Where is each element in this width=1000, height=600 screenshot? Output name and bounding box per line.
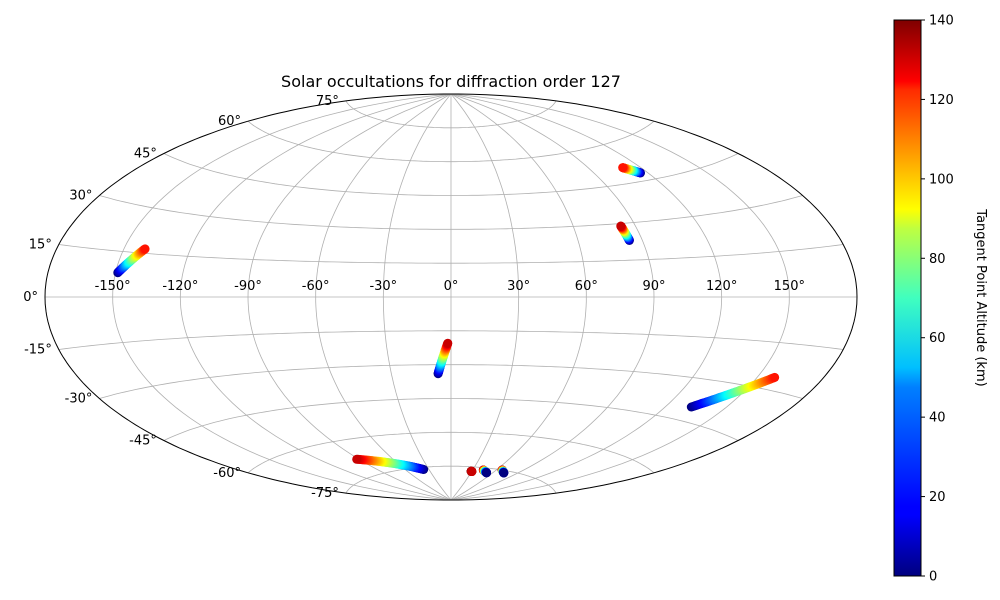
parallel-line xyxy=(345,100,557,129)
occultation-point xyxy=(443,338,453,348)
parallel-line xyxy=(163,398,739,441)
latitude-tick-label: 15° xyxy=(29,237,52,252)
longitude-tick-label: -90° xyxy=(234,279,262,294)
map-gridlines xyxy=(45,93,857,501)
latitude-tick-label: 75° xyxy=(316,94,339,109)
parallel-line xyxy=(58,330,844,350)
colorbar-tick-label: 20 xyxy=(929,490,946,505)
longitude-tick-label: 150° xyxy=(774,279,805,294)
occultation-point xyxy=(499,468,509,478)
longitude-tick-label: 120° xyxy=(706,279,737,294)
occultation-points xyxy=(113,163,780,478)
colorbar-gradient xyxy=(893,19,922,577)
colorbar-tick-label: 140 xyxy=(929,14,954,29)
occultation-point xyxy=(770,372,780,382)
parallel-line xyxy=(58,244,844,264)
occultation-point xyxy=(482,468,492,478)
parallel-line xyxy=(345,465,557,494)
longitude-tick-label: 30° xyxy=(507,279,530,294)
parallel-line xyxy=(247,120,655,163)
latitude-tick-label: 30° xyxy=(69,189,92,204)
latitude-tick-label: 45° xyxy=(134,146,157,161)
occultation-point xyxy=(352,454,362,464)
occultation-point xyxy=(140,244,150,254)
occultation-point xyxy=(616,221,626,231)
colorbar: 0 20 40 60 80 100 120 140 Tangent Point Altitud… xyxy=(893,14,988,585)
parallel-line xyxy=(163,153,739,196)
colorbar-label: Tangent Point Altitude (km) xyxy=(973,208,988,386)
parallel-line xyxy=(99,195,803,230)
longitude-tick-label: 60° xyxy=(575,279,598,294)
longitude-tick-label: -60° xyxy=(302,279,330,294)
longitude-tick-label: -30° xyxy=(369,279,397,294)
map-boundary xyxy=(44,93,858,501)
latitude-tick-label: -30° xyxy=(65,392,93,407)
parallel-line xyxy=(99,364,803,399)
longitude-tick-label: 90° xyxy=(642,279,665,294)
latitude-tick-label: 60° xyxy=(218,114,241,129)
colorbar-ticks: 0 20 40 60 80 100 120 140 xyxy=(921,14,954,585)
occultation-point xyxy=(618,163,628,173)
latitude-tick-label: -75° xyxy=(311,486,339,501)
colorbar-tick-label: 0 xyxy=(929,570,937,585)
colorbar-tick-label: 80 xyxy=(929,252,946,267)
parallel-line xyxy=(247,431,655,474)
colorbar-tick-label: 60 xyxy=(929,331,946,346)
latitude-tick-label: -15° xyxy=(24,343,52,358)
longitude-tick-label: 0° xyxy=(444,279,459,294)
longitude-tick-labels: -150° -120° -90° -60° -30° 0° 30° 60° 90° 120° 150… xyxy=(95,279,805,294)
occultation-point xyxy=(467,466,477,476)
latitude-tick-labels: -75° -60° -45° -30° -15° 0° 15° 30° 45° 60° 75° xyxy=(23,94,339,501)
colorbar-tick-label: 120 xyxy=(929,93,954,108)
longitude-tick-label: -150° xyxy=(95,279,131,294)
longitude-tick-label: -120° xyxy=(162,279,198,294)
latitude-tick-label: -60° xyxy=(213,466,241,481)
colorbar-tick-label: 100 xyxy=(929,172,954,187)
latitude-tick-label: 0° xyxy=(23,290,38,305)
latitude-tick-label: -45° xyxy=(129,434,157,449)
colorbar-tick-label: 40 xyxy=(929,411,946,426)
chart-title: Solar occultations for diffraction order… xyxy=(281,72,621,91)
